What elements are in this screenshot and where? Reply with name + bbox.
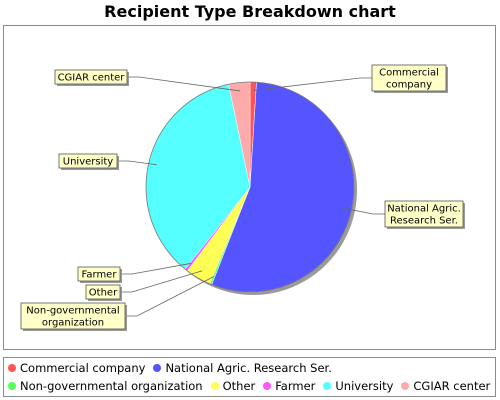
- callout-box-ngo: [20, 302, 126, 330]
- callout-box-university: [58, 153, 118, 169]
- legend-swatch-other: [210, 382, 219, 390]
- legend-label-cgiar: CGIAR center: [413, 379, 491, 393]
- callout-label-other: Other: [89, 288, 118, 299]
- legend-label-university: University: [335, 379, 394, 393]
- callout-label-commercial: Commercial: [379, 68, 439, 79]
- callout-label-commercial: company: [386, 80, 432, 91]
- callout-box-other: [85, 284, 121, 300]
- legend: Commercial company National Agric. Resea…: [3, 357, 496, 397]
- callout-label-nars: Research Ser.: [390, 216, 458, 227]
- legend-item-commercial: Commercial company: [8, 361, 145, 375]
- callout-line-nars: [343, 207, 385, 215]
- callout-label-nars: National Agric.: [387, 204, 461, 215]
- legend-item-nars: National Agric. Research Ser.: [153, 361, 332, 375]
- chart-title: Recipient Type Breakdown chart: [104, 2, 396, 21]
- legend-label-commercial: Commercial company: [20, 361, 146, 375]
- legend-label-nars: National Agric. Research Ser.: [165, 361, 332, 375]
- pie-outline: [145, 81, 355, 293]
- legend-label-ngo: Non-governmental organization: [20, 379, 203, 393]
- callout-box-commercial: [371, 64, 447, 92]
- legend-row-2: Non-governmental organization Other Farm…: [8, 379, 498, 393]
- legend-item-other: Other: [210, 379, 256, 393]
- callout-box-farmer: [77, 266, 121, 282]
- legend-item-farmer: Farmer: [263, 379, 315, 393]
- legend-label-other: Other: [222, 379, 256, 393]
- callout-line-commercial: [252, 77, 372, 91]
- legend-item-university: University: [323, 379, 393, 393]
- legend-swatch-cgiar: [401, 382, 410, 390]
- legend-swatch-ngo: [8, 382, 16, 390]
- legend-swatch-university: [323, 382, 332, 390]
- callout-label-farmer: Farmer: [82, 270, 118, 281]
- callout-box-nars: [384, 200, 464, 228]
- legend-swatch-farmer: [263, 382, 272, 390]
- legend-row-1: Commercial company National Agric. Resea…: [8, 361, 340, 375]
- legend-swatch-commercial: [8, 364, 16, 372]
- callout-label-ngo: organization: [42, 318, 104, 329]
- legend-item-ngo: Non-governmental organization: [8, 379, 203, 393]
- legend-label-farmer: Farmer: [275, 379, 316, 393]
- callout-line-farmer: [120, 262, 192, 275]
- callout-label-university: University: [63, 157, 114, 168]
- legend-swatch-nars: [153, 364, 162, 372]
- callout-box-cgiar: [54, 69, 128, 85]
- callout-line-cgiar: [127, 76, 241, 92]
- callout-line-university: [117, 160, 157, 166]
- callout-label-ngo: Non-governmental: [26, 306, 119, 317]
- legend-item-cgiar: CGIAR center: [401, 379, 490, 393]
- callout-label-cgiar: CGIAR center: [58, 73, 126, 84]
- callout-line-ngo: [125, 276, 215, 317]
- callout-line-other: [120, 270, 203, 293]
